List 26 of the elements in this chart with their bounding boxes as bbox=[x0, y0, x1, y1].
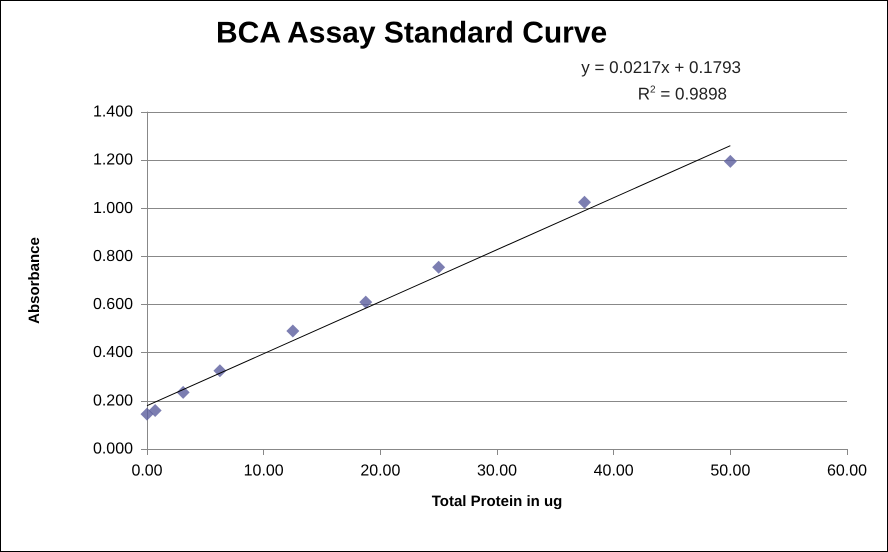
chart-title: BCA Assay Standard Curve bbox=[216, 16, 608, 50]
y-tick-label: 1.000 bbox=[92, 200, 134, 217]
y-tick-label: 0.400 bbox=[92, 344, 134, 362]
point bbox=[148, 404, 162, 417]
y-tick-label: 0.200 bbox=[92, 392, 134, 410]
y-tick-label: 0.000 bbox=[92, 440, 134, 458]
point bbox=[432, 260, 446, 274]
y-tick-label: 0.800 bbox=[92, 248, 134, 265]
y-tick-label: 0.600 bbox=[92, 296, 134, 314]
point bbox=[359, 296, 372, 309]
x-tick-label: 40.00 bbox=[594, 462, 634, 480]
point bbox=[140, 408, 154, 421]
x-tick-label: 0.00 bbox=[131, 462, 163, 480]
text: y = 0.0217x + 0.1793 bbox=[581, 58, 742, 77]
point bbox=[578, 196, 591, 209]
x-tick-label: 30.00 bbox=[476, 462, 518, 480]
x-tick-label: 10.00 bbox=[244, 462, 284, 480]
point bbox=[286, 324, 300, 338]
x-tick-label: 50.00 bbox=[710, 462, 750, 480]
x-axis-title: Total Protein in ug bbox=[432, 493, 562, 510]
y-tick-label: 1.400 bbox=[92, 104, 134, 120]
x-tick-label: 20.00 bbox=[360, 462, 400, 480]
point bbox=[724, 154, 737, 168]
y-axis-title: Absorbance bbox=[26, 237, 43, 324]
x-tick-label: 60.00 bbox=[826, 462, 868, 480]
y-tick-label: 1.200 bbox=[92, 152, 134, 169]
